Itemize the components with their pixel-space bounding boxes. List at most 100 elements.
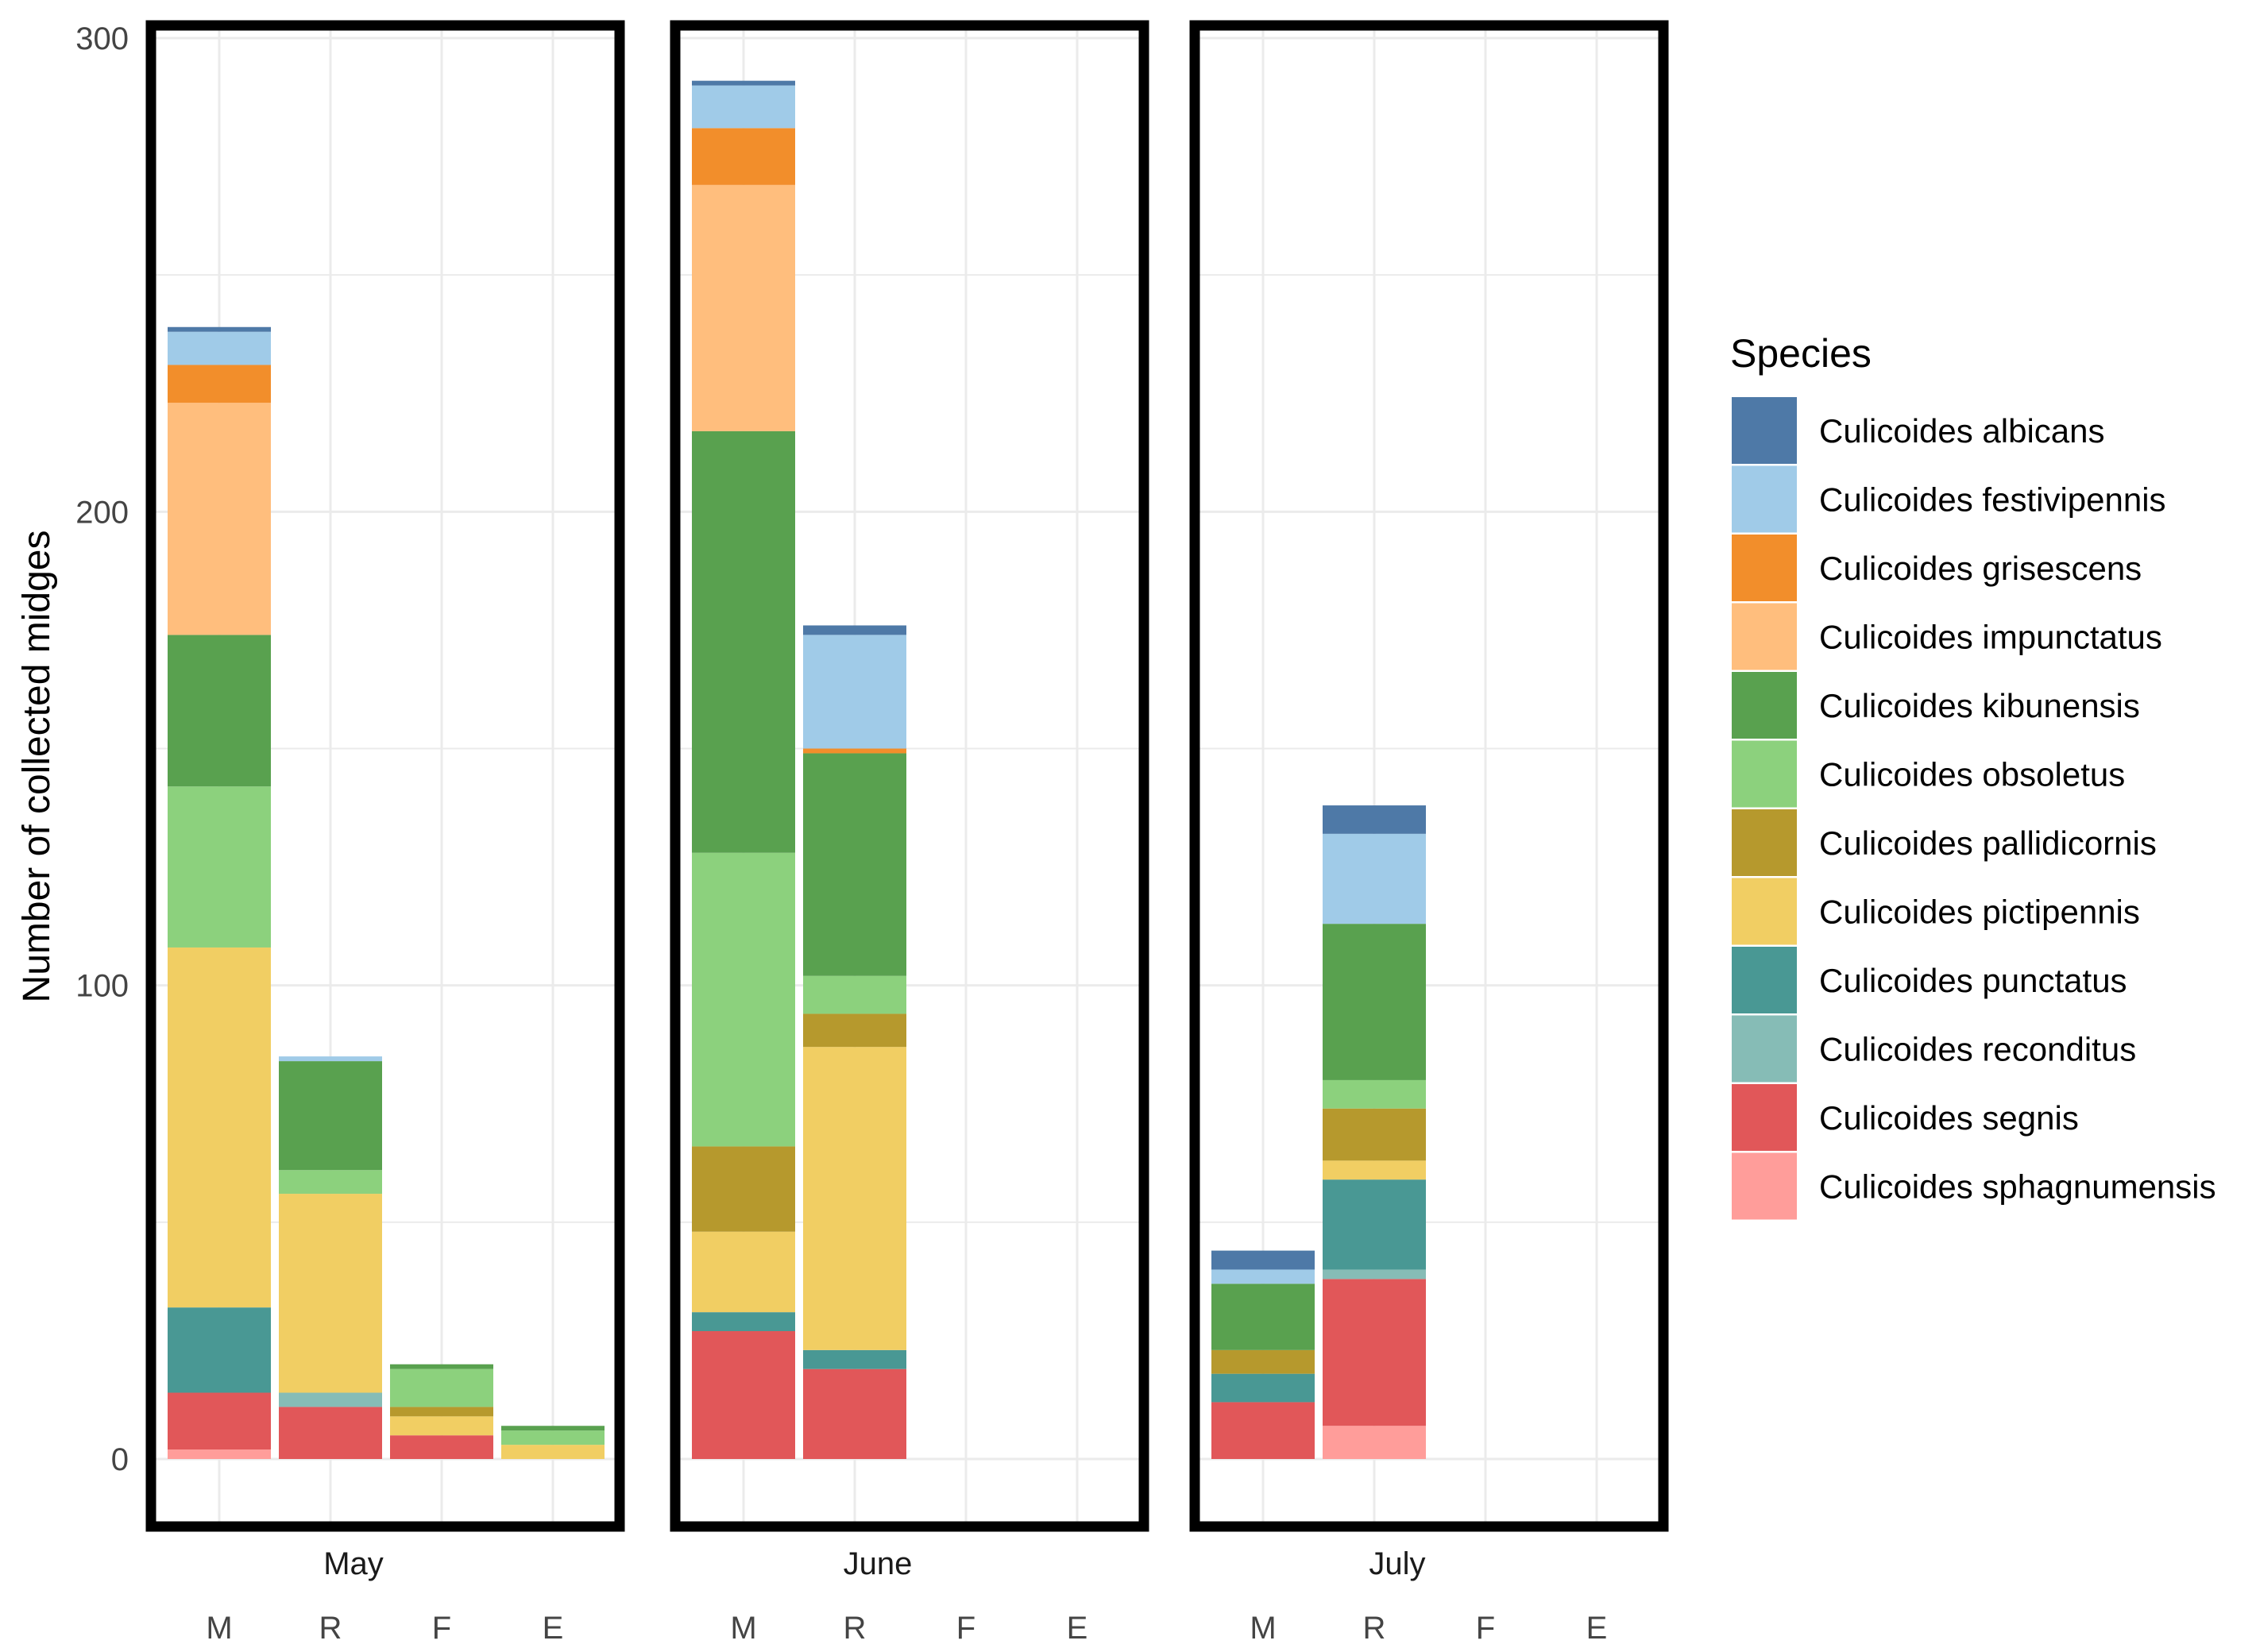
legend-swatch [1732,535,1797,603]
legend-item: Culicoides grisescens [1732,535,2142,604]
legend-item: Culicoides pallidicornis [1732,809,2157,878]
y-tick-label: 0 [111,1442,129,1477]
legend-item: Culicoides festivipennis [1732,465,2166,535]
bar-segment [692,1312,795,1331]
x-tick-label: R [1363,1611,1386,1646]
bar-segment [1211,1283,1315,1350]
bar-segment [501,1426,605,1431]
y-tick-label: 100 [75,969,129,1004]
legend-swatch-divider [1732,601,1797,604]
legend-swatch [1732,465,1797,535]
bar-segment [692,1330,795,1459]
bar-segment [168,1449,271,1459]
legend-swatch-divider [1732,739,1797,741]
legend-label: Culicoides punctatus [1819,962,2127,999]
bar-segment [692,1231,795,1313]
x-tick-label: M [730,1611,756,1646]
facet-label: May [323,1546,384,1581]
bar-segment [168,365,271,403]
bar-segment [279,1061,382,1171]
x-tick-label: R [844,1611,867,1646]
bar-segment [168,1307,271,1393]
facet-label: July [1369,1546,1425,1581]
bar-segment [1211,1269,1315,1284]
bar-segment [279,1407,382,1459]
legend-swatch-divider [1732,1219,1797,1222]
bar-segment [1323,1426,1426,1459]
x-tick-label: E [1067,1611,1088,1646]
bar-segment [390,1416,493,1436]
x-tick-label: M [206,1611,232,1646]
legend-item: Culicoides sphagnumensis [1732,1152,2216,1222]
bar-segment [390,1368,493,1407]
legend-label: Culicoides obsoletus [1819,756,2125,793]
bar-segment [692,852,795,1147]
legend-label: Culicoides grisescens [1819,550,2142,587]
bar-segment [1323,833,1426,924]
bar-segment [803,1368,906,1459]
facet-label: June [844,1546,913,1581]
legend-label: Culicoides reconditus [1819,1031,2136,1068]
bar-segment [1211,1373,1315,1403]
bar-segment [692,184,795,431]
legend-item: Culicoides segnis [1732,1084,2079,1153]
legend-swatch-divider [1732,1082,1797,1084]
bar-segment [279,1392,382,1407]
legend-swatch [1732,397,1797,465]
bar-segment [803,753,906,976]
legend-swatch [1732,878,1797,947]
bar-segment [168,786,271,948]
legend-label: Culicoides sphagnumensis [1819,1168,2216,1206]
x-tick-label: F [956,1611,975,1646]
legend-title: Species [1730,331,1872,376]
bar-segment [390,1407,493,1417]
legend-item: Culicoides obsoletus [1732,740,2125,809]
bar-segment [390,1364,493,1369]
x-tick-label: E [1586,1611,1608,1646]
y-axis-label: Number of collected midges [16,531,58,1003]
bar-segment [1323,1179,1426,1270]
x-tick-label: R [319,1611,342,1646]
legend-swatch-divider [1732,1151,1797,1153]
facet-panel: July M R F E [1189,20,1669,1646]
legend-swatch [1732,740,1797,809]
legend-label: Culicoides pallidicornis [1819,824,2157,862]
bar-segment [803,748,906,754]
bar-segment [279,1194,382,1393]
bar-segment [1323,1079,1426,1109]
bar-segment [692,80,795,86]
legend-swatch [1732,809,1797,878]
facet-border [145,20,625,1532]
x-tick-label: F [1476,1611,1495,1646]
bar-segment [803,1047,906,1350]
bar-segment [168,947,271,1308]
bar-segment [279,1056,382,1062]
x-tick-label: M [1250,1611,1276,1646]
legend-swatch-divider [1732,464,1797,466]
bar-segment [1211,1349,1315,1374]
legend-swatch [1732,947,1797,1015]
bar-segment [168,635,271,787]
legend-swatch [1732,603,1797,672]
legend-item: Culicoides reconditus [1732,1015,2136,1084]
legend-swatch [1732,1152,1797,1222]
legend-swatch-divider [1732,876,1797,878]
bar-segment [168,1392,271,1450]
bar-segment [803,625,906,635]
bar-segment [1323,924,1426,1080]
legend-swatch [1732,1084,1797,1152]
bar-segment [803,1349,906,1369]
x-tick-label: F [432,1611,451,1646]
legend-swatch-divider [1732,532,1797,535]
bar-segment [1323,1279,1426,1426]
legend-item: Culicoides pictipennis [1732,878,2140,947]
bar-segment [168,403,271,635]
bar-segment [1211,1250,1315,1270]
legend-item: Culicoides impunctatus [1732,603,2162,672]
legend-swatch-divider [1732,807,1797,809]
legend-label: Culicoides segnis [1819,1099,2079,1137]
bar-segment [168,326,271,332]
legend-item: Culicoides albicans [1732,397,2105,466]
bar-segment [501,1445,605,1459]
